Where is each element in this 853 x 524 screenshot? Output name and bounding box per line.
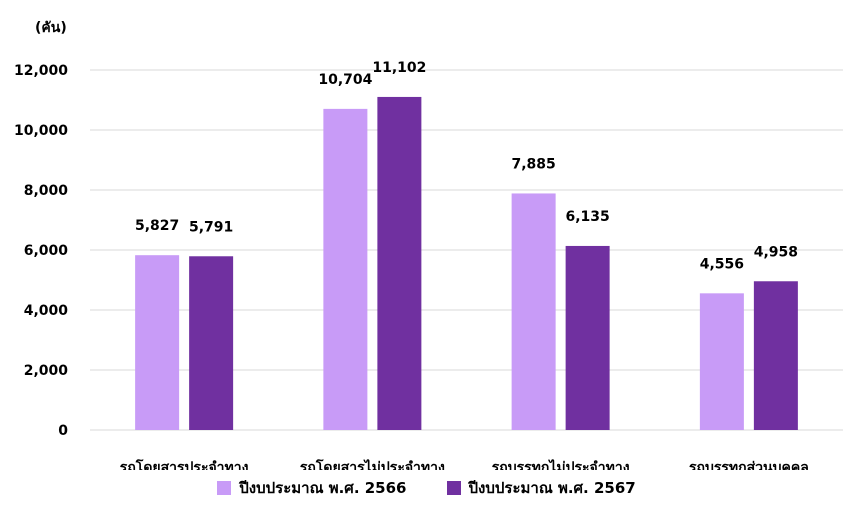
y-tick-label: 0: [58, 423, 68, 439]
bar: [135, 255, 180, 430]
y-tick-label: 10,000: [14, 123, 68, 139]
data-label: 4,958: [754, 244, 798, 260]
bar: [511, 193, 556, 430]
bars: [135, 96, 798, 430]
legend-swatch-2566: [217, 481, 232, 495]
category-labels: รถโดยสารประจำทาง รถโดยสารไม่ประจำทาง รถบรร…: [120, 458, 809, 470]
data-label: 5,791: [189, 219, 233, 235]
data-label: 11,102: [372, 60, 426, 76]
y-tick-label: 8,000: [24, 183, 69, 199]
bar: [699, 293, 744, 430]
category-label: รถโดยสารประจำทาง: [120, 458, 249, 470]
data-label: 5,827: [135, 218, 179, 234]
bar: [377, 96, 422, 430]
legend-item-2567: ปีงบประมาณ พ.ศ. 2567: [446, 476, 636, 500]
bar: [323, 108, 368, 430]
y-tick-label: 4,000: [24, 303, 69, 319]
legend: ปีงบประมาณ พ.ศ. 2566 ปีงบประมาณ พ.ศ. 256…: [0, 476, 853, 500]
y-tick-label: 2,000: [24, 363, 69, 379]
data-label: 7,885: [511, 156, 555, 172]
legend-swatch-2567: [446, 481, 461, 495]
y-tick-label: 6,000: [24, 243, 69, 259]
bar-chart: (คัน) 02,0004,0006,0008,00010,00012,000 …: [14, 20, 843, 470]
category-label: รถบรรทุกไม่ประจำทาง: [492, 458, 630, 470]
y-tick-label: 12,000: [14, 63, 68, 79]
data-label: 4,556: [700, 256, 744, 272]
category-label: รถบรรทุกส่วนบุคคล: [689, 460, 809, 470]
bar: [753, 281, 798, 430]
bar: [565, 245, 610, 430]
data-label: 10,704: [318, 72, 372, 88]
data-label: 6,135: [565, 209, 609, 225]
y-unit-label: (คัน): [35, 20, 67, 36]
y-axis-ticks: 0 2,000 4,000 6,000 8,000 10,000 12,000: [14, 63, 68, 439]
category-label: รถโดยสารไม่ประจำทาง: [300, 458, 445, 470]
bar: [189, 256, 234, 430]
legend-label-2566: ปีงบประมาณ พ.ศ. 2566: [239, 479, 407, 497]
legend-label-2567: ปีงบประมาณ พ.ศ. 2567: [468, 479, 636, 497]
legend-item-2566: ปีงบประมาณ พ.ศ. 2566: [217, 476, 407, 500]
